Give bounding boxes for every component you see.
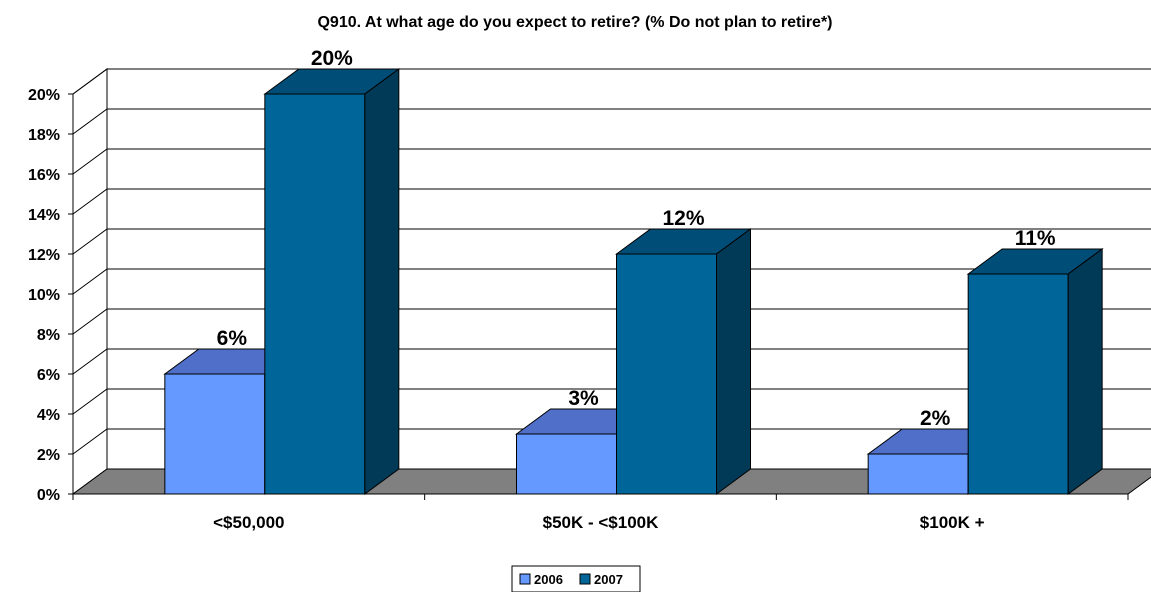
bar-front [967,273,1069,495]
x-axis: <$50,000 $50K - <$100K $100K + [72,493,1129,532]
gridline [72,308,1151,335]
bar-side [364,68,400,495]
x-tick-label: $50K - <$100K [543,513,659,532]
legend-swatch [519,573,531,585]
data-label: 20% [311,47,353,70]
x-tick-label: $100K + [920,513,985,532]
y-tick-label: 12% [28,247,60,264]
y-tick-label: 6% [37,367,60,384]
bar-side [1067,248,1103,495]
data-label: 11% [1015,227,1056,250]
x-tick-label: <$50,000 [213,513,284,532]
y-tick-label: 20% [28,87,60,104]
legend-label: 2006 [534,572,563,587]
data-labels: 6% 3% 2% 20% 12% 11% [217,47,1056,430]
data-label: 2% [920,407,951,430]
y-tick-label: 0% [37,487,60,504]
gridline [72,68,1151,95]
gridline [72,428,1151,455]
legend-swatch [579,573,591,585]
bar-front [616,253,717,495]
data-label: 12% [662,207,704,230]
y-tick-label: 4% [37,407,60,424]
y-tick-label: 14% [28,207,60,224]
y-tick-label: 8% [37,327,60,344]
legend-label: 2007 [594,572,623,587]
gridline [72,188,1151,215]
data-label: 6% [217,327,248,350]
gridline [72,108,1151,135]
bar-front [264,93,366,495]
y-tick-label: 16% [28,167,60,184]
gridline [72,268,1151,295]
gridline [72,348,1151,375]
y-tick-label: 10% [28,287,60,304]
chart-title: Q910. At what age do you expect to retir… [317,14,832,31]
bar-front [516,433,617,495]
gridline [72,228,1151,255]
data-label: 3% [568,387,599,410]
bar-side [716,228,751,495]
bar [614,228,753,495]
legend: 2006 2007 [511,565,641,593]
bars [163,68,1104,495]
legend-box [511,565,641,593]
bar [263,68,401,495]
y-axis: 0% 2% 4% 6% 8% 10% 12% 14% 16% 18% 20% [28,87,74,504]
bar-front [867,453,969,495]
gridline [72,388,1151,415]
y-tick-label: 18% [28,127,60,144]
gridline [72,148,1151,175]
y-tick-label: 2% [37,447,60,464]
bar-front [164,373,266,495]
bar [966,248,1104,495]
